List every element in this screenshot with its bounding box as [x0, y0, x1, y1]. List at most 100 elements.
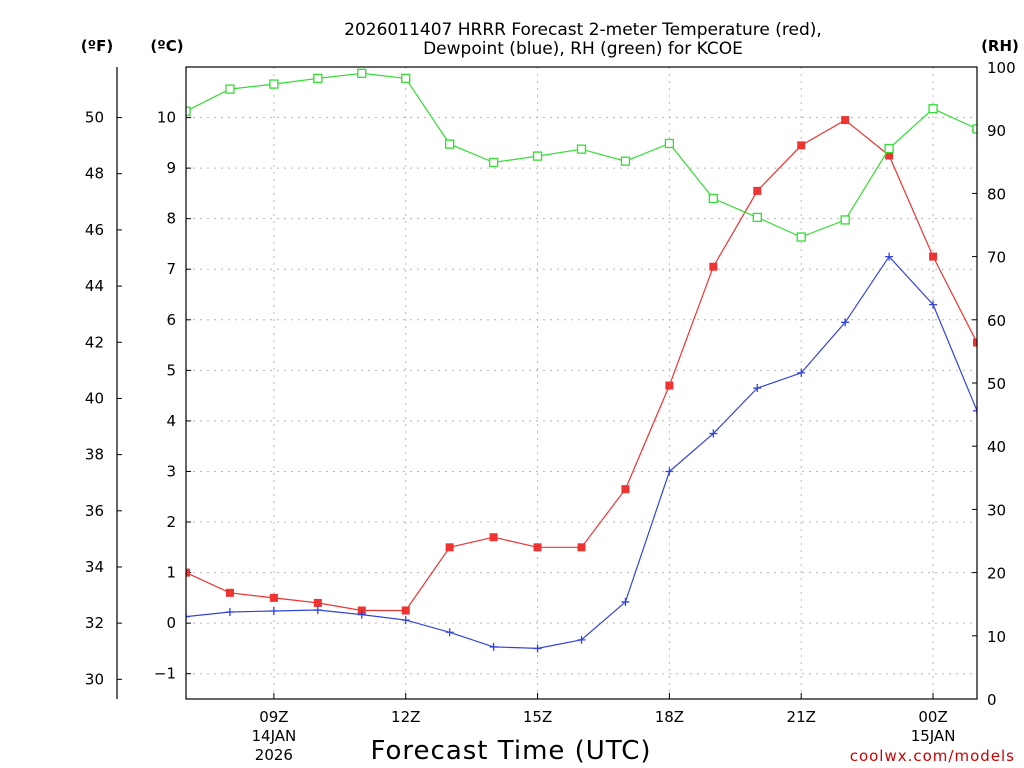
fahrenheit-tick-label: 32	[85, 614, 104, 632]
rh-point	[972, 124, 977, 134]
temperature-point	[973, 338, 977, 347]
rh-point	[884, 143, 894, 154]
rh-point	[708, 193, 718, 204]
rh-point	[401, 73, 411, 84]
x-tick-label: 21Z	[787, 708, 816, 726]
celsius-tick-label: 8	[166, 210, 176, 228]
dewpoint-point	[621, 597, 630, 606]
rh-point	[357, 68, 367, 78]
fahrenheit-tick-label: 34	[85, 558, 104, 576]
x-tick-date: 14JAN	[252, 727, 297, 745]
dewpoint-point	[489, 642, 498, 651]
temperature-point	[753, 186, 762, 195]
fahrenheit-tick-label: 38	[85, 446, 104, 464]
x-tick-year: 2026	[255, 746, 293, 764]
temperature-point	[577, 543, 586, 552]
celsius-tick-label: 0	[166, 614, 176, 632]
x-tick-label: 18Z	[655, 708, 684, 726]
rh-tick-label: 40	[987, 438, 1006, 456]
fahrenheit-tick-label: 36	[85, 502, 104, 520]
axis-layer: −101234567891030323436384042444648500102…	[85, 59, 1016, 764]
fahrenheit-unit-label: (ºF)	[81, 37, 113, 55]
rh-tick-label: 10	[987, 628, 1006, 646]
rh-tick-label: 0	[987, 691, 997, 709]
rh-point	[752, 212, 762, 223]
rh-point	[225, 84, 235, 94]
dewpoint-point	[929, 300, 938, 309]
rh-point	[796, 232, 806, 242]
x-tick-label: 09Z	[259, 708, 288, 726]
rh-point	[840, 215, 850, 225]
dewpoint-point	[357, 610, 366, 619]
temperature-point	[186, 568, 190, 577]
celsius-tick-label: 9	[166, 159, 176, 177]
rh-tick-label: 90	[987, 122, 1006, 140]
series-group	[0, 68, 977, 653]
rh-tick-label: 20	[987, 565, 1006, 583]
rh-line	[186, 72, 977, 238]
temperature-point	[885, 151, 894, 160]
celsius-tick-label: 7	[166, 260, 176, 278]
rh-point	[928, 104, 938, 114]
fahrenheit-tick-label: 48	[85, 165, 104, 183]
celsius-tick-label: 5	[166, 361, 176, 379]
temperature-point	[929, 252, 938, 261]
dewpoint-point	[841, 318, 850, 327]
rh-point	[269, 79, 279, 89]
fahrenheit-tick-label: 40	[85, 389, 104, 407]
temperature-point	[357, 606, 366, 615]
temperature-point	[841, 116, 850, 125]
temperature-point	[0, 392, 8, 400]
temperature-point	[489, 533, 498, 542]
dewpoint-point	[225, 608, 234, 617]
celsius-tick-label: 6	[166, 311, 176, 329]
temperature-line	[186, 119, 977, 612]
fahrenheit-tick-label: 30	[85, 670, 104, 688]
celsius-tick-label: 3	[166, 462, 176, 480]
rh-tick-label: 80	[987, 185, 1006, 203]
rh-tick-label: 60	[987, 312, 1006, 330]
dewpoint-point	[313, 606, 322, 615]
temperature-point	[533, 543, 542, 552]
dewpoint-point	[665, 467, 674, 476]
chart-title-line2: Dewpoint (blue), RH (green) for KCOE	[423, 39, 743, 59]
temperature-point	[621, 485, 630, 494]
fahrenheit-tick-label: 44	[85, 277, 104, 295]
temperature-point	[665, 381, 674, 390]
dewpoint-point	[709, 429, 718, 438]
celsius-tick-label: 1	[166, 564, 176, 582]
temperature-point	[269, 593, 278, 602]
temperature-point	[401, 606, 410, 615]
x-axis-title: Forecast Time (UTC)	[370, 736, 651, 766]
dewpoint-point	[797, 368, 806, 377]
fahrenheit-tick-label: 42	[85, 333, 104, 351]
dewpoint-point	[269, 607, 278, 616]
celsius-unit-label: (ºC)	[150, 37, 183, 55]
rh-point	[620, 156, 631, 166]
dewpoint-line	[186, 255, 977, 650]
rh-point	[313, 73, 323, 84]
rh-tick-label: 30	[987, 501, 1006, 519]
temperature-point	[797, 141, 806, 150]
fahrenheit-tick-label: 50	[85, 109, 104, 127]
fahrenheit-tick-label: 46	[85, 221, 104, 239]
rh-point	[664, 138, 675, 149]
celsius-tick-label: 10	[157, 109, 176, 127]
rh-point	[532, 151, 543, 161]
rh-point	[576, 144, 587, 154]
rh-point	[186, 106, 191, 116]
rh-point	[445, 139, 455, 149]
dewpoint-point	[973, 406, 977, 415]
x-tick-date: 15JAN	[911, 727, 956, 745]
dewpoint-point	[186, 612, 190, 621]
plot-frame	[185, 66, 978, 700]
x-tick-label: 12Z	[391, 708, 420, 726]
chart-title-line1: 2026011407 HRRR Forecast 2-meter Tempera…	[344, 20, 822, 40]
rh-unit-label: (RH)	[981, 37, 1019, 55]
temperature-point	[225, 588, 234, 597]
x-tick-label: 15Z	[523, 708, 552, 726]
series-layer	[0, 68, 977, 653]
dewpoint-point	[885, 252, 894, 261]
dewpoint-point	[753, 384, 762, 393]
celsius-tick-label: −1	[154, 665, 176, 683]
